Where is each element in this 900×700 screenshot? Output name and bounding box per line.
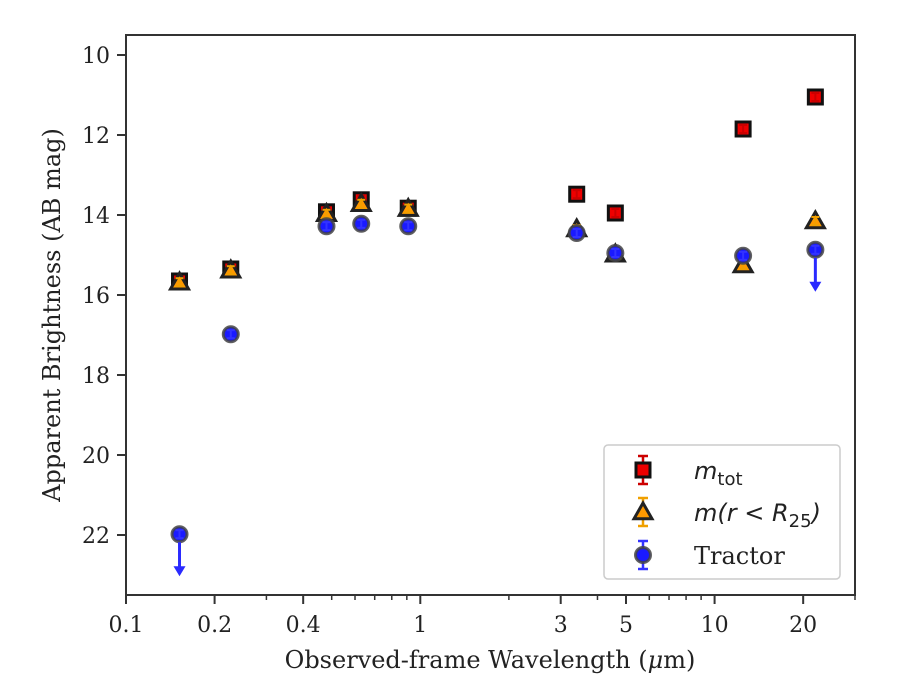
x-axis-label-tail: m) [663,646,695,674]
y-tick-label: 20 [82,444,110,469]
x-tick-label: 0.2 [197,613,232,638]
x-tick-label: 3 [554,613,568,638]
y-tick-label: 14 [82,204,110,229]
legend-label-tail: ) [810,499,821,527]
legend-marker-square [634,461,652,479]
y-tick-label: 16 [82,284,110,309]
legend-label-main: m [694,457,717,485]
data-points [167,88,827,577]
y-axis-label: Apparent Brightness (AB mag) [38,128,66,503]
legend-label-main: m(r < R [694,499,789,527]
series-square [171,88,824,290]
x-axis-label-mu: μ [648,646,664,674]
legend-label-sub: tot [717,469,742,490]
x-axis-label-main: Observed-frame Wavelength ( [285,646,648,674]
axis-labels: Observed-frame Wavelength (μm) Apparent … [38,128,695,674]
upper-limit-arrowhead [173,566,186,577]
legend-label-sub: 25 [789,511,812,532]
upper-limit-arrowhead [809,281,822,292]
legend-marker-triangle [631,499,655,521]
x-axis-label: Observed-frame Wavelength (μm) [285,646,696,674]
x-tick-label: 0.4 [286,613,321,638]
legend: mtot m(r < R25) Tractor [603,444,841,580]
legend-label: Tractor [694,542,785,570]
x-tick-label: 0.1 [109,613,144,638]
legend-box [603,444,841,580]
y-tick-label: 18 [82,364,110,389]
legend-marker-circle [634,546,652,564]
y-tick-label: 10 [82,44,110,69]
x-tick-label: 1 [413,613,427,638]
x-tick-label: 20 [789,613,817,638]
x-tick-label: 5 [619,613,633,638]
legend-label: mtot [694,457,743,490]
series-circle [170,214,825,577]
plot-frame [125,34,856,596]
y-tick-label: 12 [82,124,110,149]
ticks: 0.1 0.2 0.4 1 3 5 10 20 10 12 14 16 18 20 22 [82,44,856,638]
x-tick-label: 10 [701,613,729,638]
series-triangle [167,191,827,291]
y-tick-label: 22 [82,524,110,549]
legend-label: m(r < R25) [694,499,821,532]
